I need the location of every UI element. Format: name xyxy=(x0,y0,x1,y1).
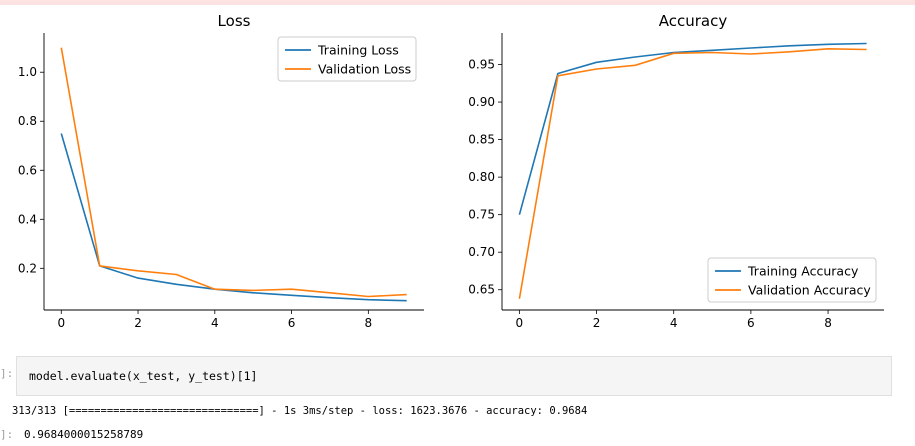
accuracy-y-tick-label: 0.65 xyxy=(468,283,495,297)
accuracy-x-tick-label: 4 xyxy=(670,316,678,330)
accuracy-legend-label: Training Accuracy xyxy=(747,264,859,279)
evaluation-log: 313/313 [==============================]… xyxy=(12,405,588,417)
loss-series-training-line xyxy=(60,133,407,302)
accuracy-x-tick-label: 0 xyxy=(516,316,524,330)
accuracy-legend xyxy=(707,257,877,303)
accuracy-y-tick-label: 0.75 xyxy=(468,208,495,222)
accuracy-y-tick-label: 0.70 xyxy=(468,245,495,259)
loss-x-tick-label: 2 xyxy=(134,316,142,330)
loss-y-tick-label: 0.6 xyxy=(18,163,37,177)
accuracy-y-tick-label: 0.95 xyxy=(468,58,495,72)
accuracy-y-tick-label: 0.90 xyxy=(468,95,495,109)
accuracy-x-tick-label: 6 xyxy=(747,316,755,330)
accuracy-legend-label: Validation Accuracy xyxy=(748,283,871,298)
code-cell[interactable]: model.evaluate(x_test, y_test)[1] xyxy=(16,356,892,396)
loss-x-tick-label: 4 xyxy=(211,316,219,330)
output-value: 0.9684000015258789 xyxy=(24,428,144,441)
loss-x-tick-label: 8 xyxy=(365,316,373,330)
accuracy-x-tick-label: 8 xyxy=(824,316,832,330)
accuracy-x-tick-label: 2 xyxy=(593,316,601,330)
loss-x-tick-label: 0 xyxy=(57,316,65,330)
loss-y-tick-label: 1.0 xyxy=(18,65,37,79)
loss-y-tick-label: 0.2 xyxy=(18,261,37,275)
loss-y-tick-label: 0.8 xyxy=(18,114,37,128)
output-prompt: ]: xyxy=(0,428,14,441)
accuracy-series-training-line xyxy=(518,42,867,215)
input-prompt: ]: xyxy=(0,367,14,380)
loss-legend-label: Training Loss xyxy=(317,43,399,58)
loss-legend-label: Validation Loss xyxy=(318,62,411,77)
accuracy-y-tick-label: 0.85 xyxy=(468,133,495,147)
loss-x-tick-label: 6 xyxy=(288,316,296,330)
accuracy-title: Accuracy xyxy=(659,12,728,30)
code-text[interactable]: model.evaluate(x_test, y_test)[1] xyxy=(29,369,258,383)
loss-chart: Loss 0 2 4 6 8 0.2 0.4 0.6 0.8 1.0 Training Loss Val… xyxy=(18,12,424,330)
loss-legend xyxy=(277,36,417,82)
accuracy-series-validation-line xyxy=(518,47,867,299)
loss-y-tick-label: 0.4 xyxy=(18,212,37,226)
accuracy-y-tick-label: 0.80 xyxy=(468,170,495,184)
previous-output-strip xyxy=(0,0,915,5)
accuracy-chart: Accuracy 0 2 4 6 8 0.65 0.70 0.75 0.80 0.85 0.90 0.9… xyxy=(468,12,884,330)
loss-title: Loss xyxy=(218,12,251,30)
loss-series-validation-line xyxy=(60,47,407,298)
